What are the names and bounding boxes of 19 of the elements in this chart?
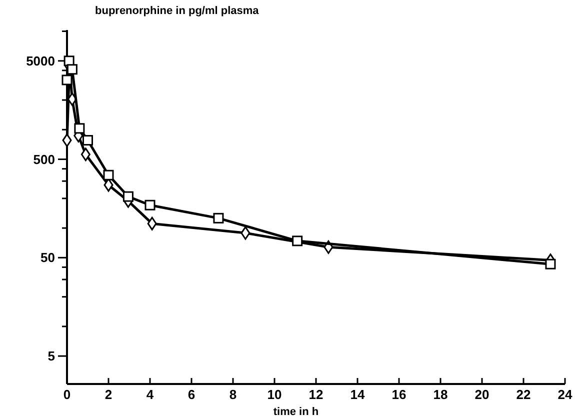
x-tick-label: 0 [63, 387, 71, 402]
x-tick-label: 16 [392, 387, 406, 402]
x-tick-label: 8 [229, 387, 237, 402]
y-tick-label: 5000 [26, 53, 55, 68]
y-tick-label: 5 [48, 348, 55, 364]
y-tick-label: 50 [40, 250, 55, 266]
x-tick-label: 14 [350, 387, 366, 402]
x-tick-label: 10 [267, 387, 282, 402]
x-tick-label: 2 [104, 387, 112, 402]
chart-title: buprenorphine in pg/ml plasma [95, 5, 260, 17]
x-tick-label: 6 [188, 387, 196, 402]
x-tick-label: 18 [433, 387, 448, 402]
y-tick-label: 500 [33, 152, 55, 167]
x-tick-label: 22 [516, 387, 531, 402]
x-tick-label: 20 [474, 387, 490, 402]
x-tick-label: 12 [308, 387, 324, 402]
x-tick-label: 24 [558, 387, 573, 402]
x-axis-title: time in h [273, 406, 319, 418]
x-tick-label: 4 [146, 387, 154, 402]
